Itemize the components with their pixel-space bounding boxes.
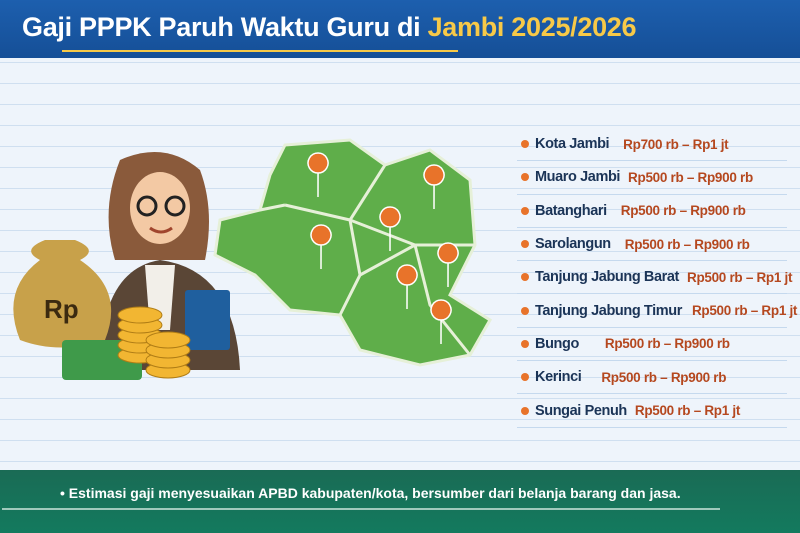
bullet-icon xyxy=(521,373,529,382)
region-name: Batanghari xyxy=(535,202,607,219)
bullet-icon xyxy=(521,339,529,348)
region-salary: Rp500 rb – Rp1 jt xyxy=(687,269,793,285)
region-name: Sungai Penuh xyxy=(535,402,627,419)
money-bag-icon xyxy=(13,240,112,348)
footer-divider xyxy=(2,508,720,510)
region-name: Tanjung Jabung Barat xyxy=(535,269,679,286)
region-salary: Rp500 rb – Rp900 rb xyxy=(601,369,727,385)
teacher-illustration: Rp xyxy=(13,152,240,380)
list-item: Muaro Jambi Rp500 rb – Rp900 rb xyxy=(517,161,787,195)
region-salary: Rp500 rb – Rp900 rb xyxy=(624,236,750,252)
bullet-icon xyxy=(521,173,529,182)
money-bag-label: Rp xyxy=(44,294,79,324)
list-item: Tanjung Jabung Timur Rp500 rb – Rp1 jt xyxy=(517,294,797,328)
region-salary: Rp500 rb – Rp1 jt xyxy=(634,403,741,419)
region-salary-list: Kota Jambi Rp700 rb – Rp1 jt Muaro Jambi R… xyxy=(517,128,797,428)
bullet-icon xyxy=(521,306,529,315)
region-salary: Rp500 rb – Rp900 rb xyxy=(628,169,753,185)
list-item: Tanjung Jabung Barat Rp500 rb – Rp1 jt xyxy=(517,261,792,295)
list-item: Bungo Rp500 rb – Rp900 rb xyxy=(517,328,787,362)
list-item: Batanghari Rp500 rb – Rp900 rb xyxy=(517,195,787,228)
region-name: Sarolangun xyxy=(535,236,611,253)
region-salary: Rp500 rb – Rp900 rb xyxy=(620,203,746,219)
face xyxy=(130,172,190,244)
title-main: Gaji PPPK Paruh Waktu Guru di xyxy=(22,12,421,42)
book-icon xyxy=(185,290,230,350)
coin-stack-icon xyxy=(117,306,191,379)
region-name: Bungo xyxy=(535,335,579,352)
region-salary: Rp500 rb – Rp1 jt xyxy=(691,303,798,319)
glasses-left xyxy=(136,195,158,217)
jambi-map xyxy=(213,138,493,367)
bullet-icon xyxy=(521,240,529,249)
list-item: Kerinci Rp500 rb – Rp900 rb xyxy=(517,361,787,395)
list-item: Sungai Penuh Rp500 rb – Rp1 jt xyxy=(517,394,787,428)
region-borders xyxy=(259,164,475,356)
page-title: Gaji PPPK Paruh Waktu Guru di Jambi 2025… xyxy=(22,12,637,43)
list-item: Kota Jambi Rp700 rb – Rp1 jt xyxy=(517,128,787,162)
region-name: Kerinci xyxy=(535,369,582,386)
header-banner: Gaji PPPK Paruh Waktu Guru di Jambi 2025… xyxy=(0,0,800,58)
footer-banner: • Estimasi gaji menyesuaikan APBD kabupa… xyxy=(0,470,800,533)
map-region xyxy=(213,138,493,367)
glasses-right xyxy=(164,195,186,217)
smile xyxy=(149,226,173,234)
map-pin-icons xyxy=(307,152,459,345)
region-name: Tanjung Jabung Timur xyxy=(535,302,682,319)
bullet-icon xyxy=(521,206,529,215)
region-name: Muaro Jambi xyxy=(535,169,621,186)
bullet-icon xyxy=(521,140,529,149)
title-highlight: Jambi 2025/2026 xyxy=(427,12,637,42)
list-item: Sarolangun Rp500 rb – Rp900 rb xyxy=(517,228,787,262)
footer-note: • Estimasi gaji menyesuaikan APBD kabupa… xyxy=(60,485,681,501)
region-salary: Rp700 rb – Rp1 jt xyxy=(623,136,729,152)
bullet-icon xyxy=(521,273,529,282)
region-salary: Rp500 rb – Rp900 rb xyxy=(604,336,730,352)
title-underline xyxy=(62,50,458,52)
region-name: Kota Jambi xyxy=(535,136,610,153)
bullet-icon xyxy=(521,406,529,415)
